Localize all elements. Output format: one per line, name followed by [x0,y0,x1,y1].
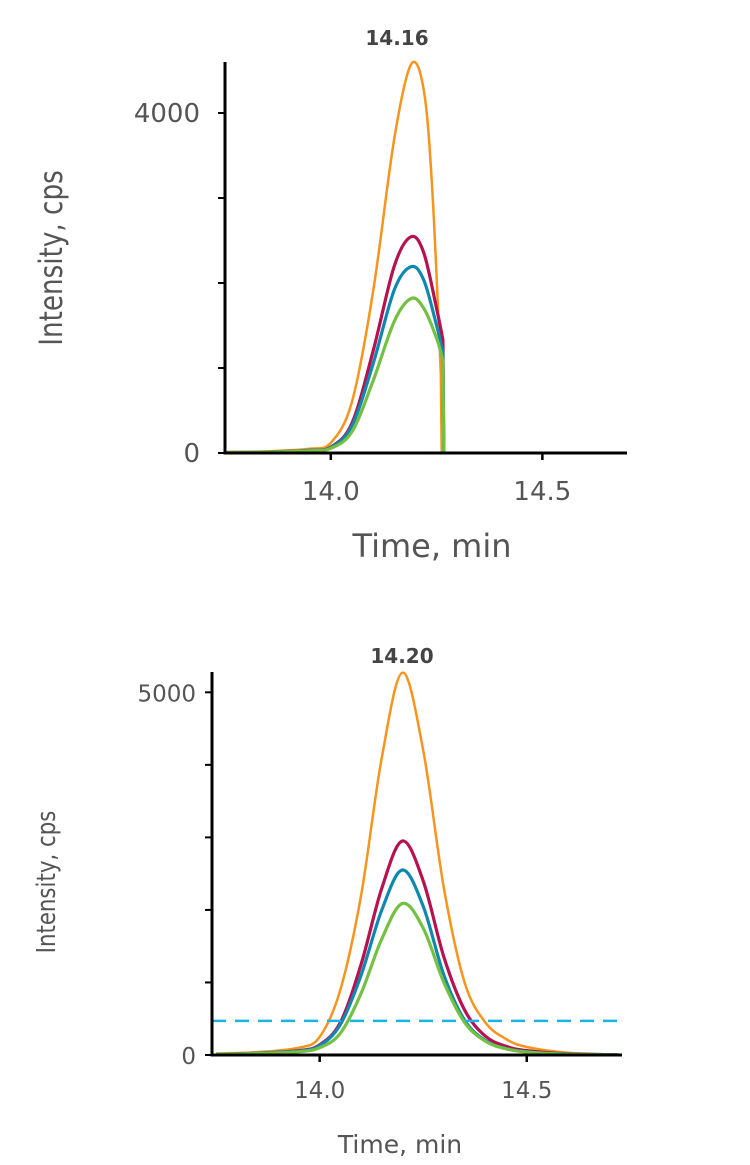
chromatogram-top: 14.16 Time, min Intensity, cps 0 4000 14.0… [32,26,627,565]
series-line-blue [216,868,618,1057]
peak-label: 14.16 [365,26,428,50]
series-line-orange [224,60,443,454]
peak-label: 14.20 [370,644,433,668]
y-tick-label: 0 [183,439,200,469]
x-tick-label: 14.0 [302,477,360,507]
series-line-magenta [216,839,618,1057]
x-tick-label: 14.5 [501,1078,552,1104]
x-axis-title: Time, min [352,527,512,565]
series-line-orange [216,671,618,1056]
y-tick-label: 4000 [134,99,200,129]
series-line-blue [224,264,446,455]
series-line-green [216,901,618,1057]
y-tick-label: 0 [181,1044,196,1070]
x-tick-label: 14.0 [294,1078,345,1104]
y-axis-title: Intensity, cps [32,170,69,346]
series-line-green [224,296,446,455]
series-line-magenta [224,234,446,455]
x-axis-title: Time, min [337,1130,462,1159]
y-axis-title: Intensity, cps [31,811,62,954]
x-tick-label: 14.5 [513,477,571,507]
y-tick-label: 5000 [137,681,196,707]
chromatogram-bottom: 14.20 Time, min Intensity, cps 0 5000 14.0… [31,644,624,1159]
